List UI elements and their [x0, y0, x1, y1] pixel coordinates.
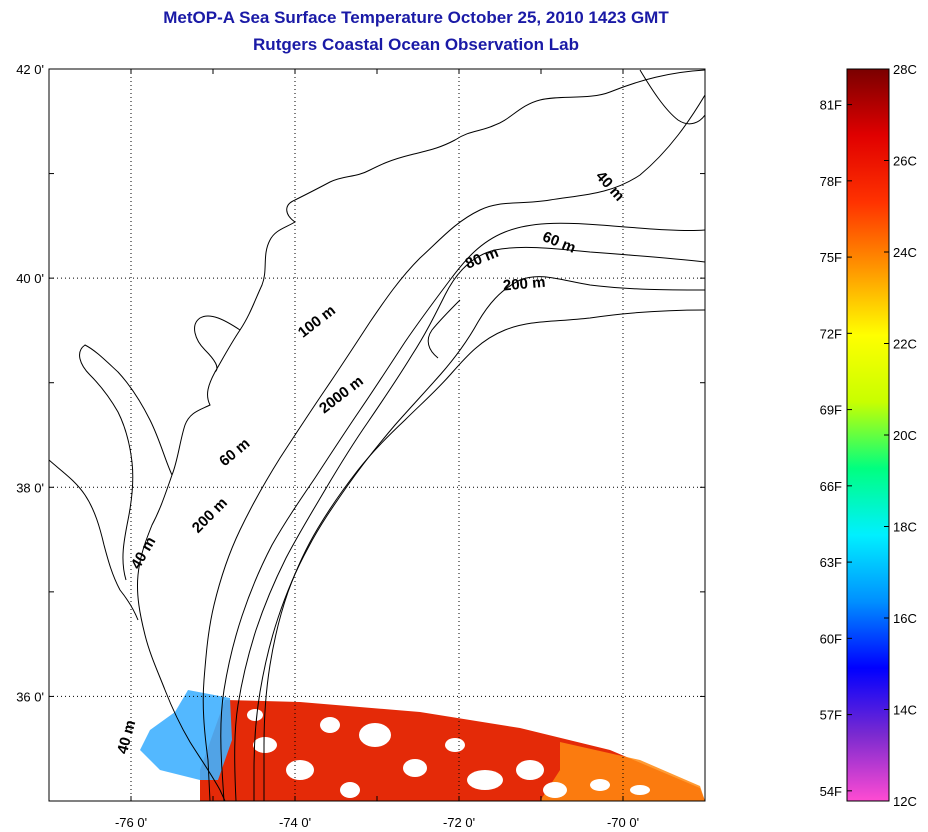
y-tick-label: 40 0' — [16, 271, 44, 286]
sst-swath — [140, 690, 705, 801]
contour-label: 40 m — [592, 168, 628, 205]
contour-label: 60 m — [216, 435, 253, 470]
x-tick-label: -76 0' — [115, 815, 147, 830]
y-tick-label: 42 0' — [16, 62, 44, 77]
colorbar-f-label: 57F — [820, 708, 842, 723]
contour-label: 100 m — [295, 302, 339, 342]
map-title: MetOP-A Sea Surface Temperature October … — [163, 8, 669, 27]
colorbar-f-label: 72F — [820, 326, 842, 341]
chesapeake-west-shore — [49, 459, 139, 621]
bathy-2000m — [263, 309, 705, 801]
colorbar-c-label: 12C — [893, 794, 917, 809]
cape-cod-outline — [639, 69, 705, 125]
colorbar-c-label: 22C — [893, 337, 917, 352]
colorbar-c-label: 20C — [893, 428, 917, 443]
colorbar-c-label: 18C — [893, 520, 917, 535]
colorbar-f-label: 66F — [820, 479, 842, 494]
y-tick-label: 36 0' — [16, 689, 44, 704]
colorbar-f-label: 75F — [820, 250, 842, 265]
colorbar-c-label: 26C — [893, 154, 917, 169]
x-tick-label: -72 0' — [443, 815, 475, 830]
colorbar-c-label: 24C — [893, 245, 917, 260]
contour-label: 200 m — [189, 494, 231, 536]
bathy-200m — [253, 276, 705, 801]
delaware-bay — [194, 315, 241, 373]
bathy-60m — [220, 222, 705, 801]
axis-ticks — [49, 69, 705, 801]
coastline-and-bathymetry — [49, 69, 705, 801]
bathy-80m — [234, 246, 705, 801]
colorbar-f-label: 60F — [820, 631, 842, 646]
chesapeake-bay — [79, 344, 173, 581]
colorbar-c-label: 28C — [893, 62, 917, 77]
contour-label: 80 m — [463, 244, 501, 273]
contour-label: 60 m — [540, 228, 578, 257]
sst-swath-clouds — [247, 709, 650, 798]
bathy-40m — [202, 94, 705, 801]
colorbar-c-label: 14C — [893, 703, 917, 718]
contour-label: 40 m — [128, 534, 160, 572]
colorbar-ramp — [846, 68, 890, 802]
y-axis-labels: 42 0' 40 0' 38 0' 36 0' — [16, 62, 44, 704]
colorbar: 81F 78F 75F 72F 69F 66F 63F 60F 57F 54F 28C 26C 24C… — [820, 62, 917, 809]
bathy-100m-shelf — [427, 299, 461, 359]
colorbar-f-label: 63F — [820, 555, 842, 570]
colorbar-fahrenheit-labels: 81F 78F 75F 72F 69F 66F 63F 60F 57F 54F — [820, 98, 852, 799]
colorbar-c-label: 16C — [893, 611, 917, 626]
x-tick-label: -70 0' — [607, 815, 639, 830]
colorbar-f-label: 81F — [820, 98, 842, 113]
colorbar-f-label: 69F — [820, 403, 842, 418]
lat-lon-grid — [49, 69, 705, 801]
coastline — [137, 69, 705, 801]
x-axis-labels: -76 0' -74 0' -72 0' -70 0' — [115, 815, 639, 830]
y-tick-label: 38 0' — [16, 480, 44, 495]
contour-label: 200 m — [502, 274, 546, 295]
colorbar-celsius-labels: 28C 26C 24C 22C 20C 18C 16C 14C 12C — [884, 62, 917, 809]
colorbar-f-label: 78F — [820, 174, 842, 189]
contour-label: 40 m — [114, 718, 139, 755]
x-tick-label: -74 0' — [279, 815, 311, 830]
sst-swath-orange-tail — [540, 742, 705, 801]
map-subtitle: Rutgers Coastal Ocean Observation Lab — [253, 35, 579, 54]
colorbar-f-label: 54F — [820, 784, 842, 799]
